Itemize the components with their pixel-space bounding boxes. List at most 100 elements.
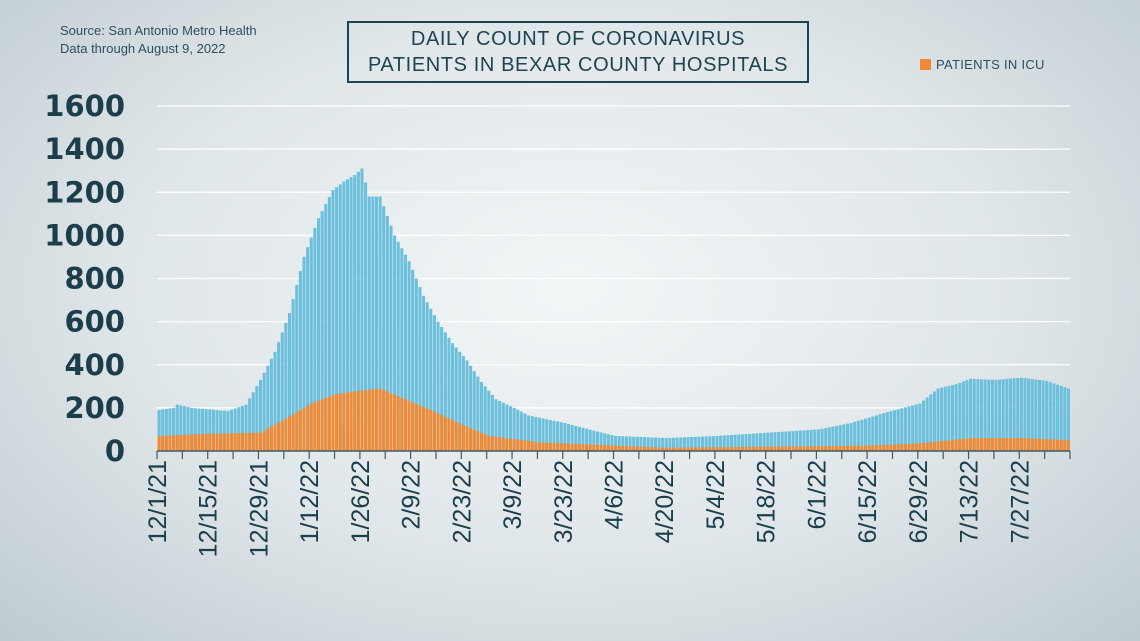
total-bar xyxy=(313,227,317,451)
total-bar xyxy=(1048,382,1052,451)
total-bar xyxy=(389,225,393,451)
total-bar xyxy=(548,419,552,451)
icu-bar xyxy=(432,411,436,451)
icu-bar xyxy=(661,447,665,451)
icu-bar xyxy=(545,442,549,451)
icu-bar xyxy=(1066,440,1070,451)
total-bar xyxy=(298,270,302,451)
icu-bar xyxy=(519,440,523,451)
title-line-2: PATIENTS IN BEXAR COUNTY HOSPITALS xyxy=(367,54,789,76)
icu-bar xyxy=(780,446,784,451)
total-bar xyxy=(537,417,542,451)
total-bar xyxy=(280,332,284,451)
total-bar xyxy=(556,421,560,451)
icu-bar xyxy=(831,445,835,451)
icu-bar xyxy=(273,424,277,451)
total-bar xyxy=(432,315,436,451)
total-bar xyxy=(356,171,360,451)
total-bar xyxy=(230,409,234,451)
total-bar xyxy=(345,179,350,451)
total-bar xyxy=(773,432,777,451)
icu-bar xyxy=(690,447,694,451)
total-bar xyxy=(505,404,509,451)
icu-bar xyxy=(853,445,857,451)
total-bar xyxy=(302,256,306,451)
total-bar xyxy=(762,432,766,451)
total-bar xyxy=(530,416,534,451)
total-bar xyxy=(581,427,585,451)
total-bar xyxy=(1037,379,1042,451)
total-bar xyxy=(385,215,389,451)
total-bar xyxy=(864,418,868,451)
icu-bar xyxy=(987,438,991,451)
icu-bar xyxy=(291,414,295,451)
total-bar xyxy=(201,408,205,451)
icu-bar xyxy=(559,443,563,451)
total-bar xyxy=(342,181,346,451)
x-tick-label: 7/13/22 xyxy=(956,460,984,543)
total-bar xyxy=(965,380,969,451)
total-bar xyxy=(175,404,179,451)
icu-bar xyxy=(494,436,498,451)
icu-bar xyxy=(534,441,538,451)
total-bar xyxy=(831,426,835,451)
icu-bar xyxy=(548,442,552,451)
total-bar xyxy=(273,351,277,451)
total-bar xyxy=(878,414,882,451)
icu-bar xyxy=(769,446,773,451)
total-bar xyxy=(929,394,933,451)
y-tick-label: 1000 xyxy=(44,218,125,252)
icu-bar xyxy=(403,399,407,451)
icu-bar xyxy=(382,390,386,451)
total-bar xyxy=(588,429,592,451)
total-bar xyxy=(932,391,936,451)
icu-bar xyxy=(733,447,737,451)
total-bar xyxy=(784,431,788,451)
total-bar xyxy=(161,409,165,451)
icu-bar xyxy=(1048,439,1052,451)
total-bar xyxy=(1056,384,1060,451)
total-bar xyxy=(516,409,520,451)
total-bar xyxy=(367,196,371,451)
total-bar xyxy=(498,400,502,451)
total-bar xyxy=(240,405,244,451)
icu-bar xyxy=(566,443,571,451)
total-bar xyxy=(585,428,589,451)
icu-bar xyxy=(697,447,701,451)
total-bar xyxy=(592,430,596,451)
icu-bar xyxy=(530,441,534,451)
icu-bar xyxy=(842,445,846,451)
icu-bar xyxy=(748,446,752,451)
total-bar xyxy=(657,437,661,451)
icu-bar xyxy=(795,446,799,451)
icu-bar xyxy=(845,445,849,451)
icu-bar xyxy=(443,416,447,451)
x-tick-label: 2/9/22 xyxy=(398,460,426,530)
total-bar xyxy=(374,196,379,451)
icu-bar xyxy=(715,447,719,451)
icu-bar xyxy=(563,443,567,451)
x-tick-label: 1/26/22 xyxy=(347,460,375,543)
icu-bar xyxy=(679,447,683,451)
icu-bar xyxy=(523,440,527,451)
icu-bar xyxy=(161,435,165,451)
total-bar xyxy=(896,409,900,451)
total-bar xyxy=(164,408,168,451)
total-bar xyxy=(719,435,723,451)
icu-bar xyxy=(925,442,929,451)
total-bar xyxy=(255,386,259,451)
total-bar xyxy=(443,332,447,451)
total-bar xyxy=(422,295,426,451)
total-bar xyxy=(306,247,310,451)
icu-bar xyxy=(400,397,404,451)
icu-bar xyxy=(646,446,650,451)
total-bar xyxy=(508,406,513,451)
total-bar xyxy=(715,435,719,451)
total-bar xyxy=(472,371,476,451)
legend-label-icu: PATIENTS IN ICU xyxy=(936,57,1045,72)
icu-bar xyxy=(969,438,973,451)
total-bar xyxy=(291,298,295,451)
total-bar xyxy=(664,438,668,451)
total-bar xyxy=(726,435,730,451)
icu-bar xyxy=(972,438,976,451)
